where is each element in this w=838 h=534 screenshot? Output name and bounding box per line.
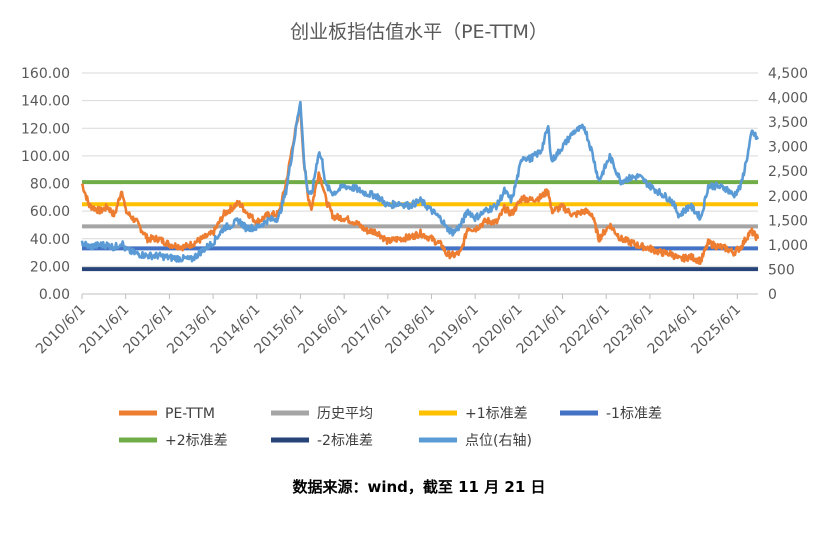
left-y-axis: 0.00 20.00 40.00 60.00 80.00 100.00 120.00 140.… bbox=[21, 66, 70, 303]
series-lines bbox=[80, 100, 760, 265]
left-axis-tick-label: 80.00 bbox=[30, 177, 70, 193]
chart-title: 创业板指估值水平（PE-TTM） bbox=[290, 21, 548, 43]
right-axis-tick-label: 500 bbox=[768, 262, 795, 278]
legend-label: 历史平均 bbox=[317, 406, 373, 422]
legend-label: +1标准差 bbox=[465, 406, 528, 422]
x-axis: 2010/6/12011/6/12012/6/12013/6/12014/6/1… bbox=[33, 293, 758, 357]
series-line-index bbox=[80, 100, 760, 263]
left-axis-tick-label: 60.00 bbox=[30, 204, 70, 220]
left-axis-tick-label: 100.00 bbox=[21, 149, 70, 165]
right-axis-tick-label: 4,000 bbox=[768, 91, 808, 107]
left-axis-tick-label: 0.00 bbox=[39, 287, 70, 303]
legend-label: PE-TTM bbox=[165, 406, 215, 422]
source-note: 数据来源：wind，截至 11 月 21 日 bbox=[292, 478, 545, 496]
left-axis-tick-label: 160.00 bbox=[21, 66, 70, 82]
right-axis-tick-label: 4,500 bbox=[768, 66, 808, 82]
legend-label: +2标准差 bbox=[165, 433, 228, 449]
right-axis-tick-label: 3,500 bbox=[768, 115, 808, 131]
right-axis-tick-label: 3,000 bbox=[768, 140, 808, 156]
left-axis-tick-label: 20.00 bbox=[30, 259, 70, 275]
left-axis-tick-label: 40.00 bbox=[30, 232, 70, 248]
legend-label: -2标准差 bbox=[317, 433, 373, 449]
legend-label: 点位(右轴) bbox=[465, 433, 532, 449]
left-axis-tick-label: 140.00 bbox=[21, 94, 70, 110]
right-axis-tick-label: 0 bbox=[768, 287, 777, 303]
right-y-axis: 0 500 1,000 1,500 2,000 2,500 3,000 3,500 4,000 4… bbox=[768, 66, 808, 303]
legend: PE-TTM 历史平均 +1标准差 -1标准差 +2标准差 -2标准差 点位(右轴) bbox=[119, 406, 662, 449]
series-line-pe-ttm bbox=[80, 103, 760, 265]
right-axis-tick-label: 2,000 bbox=[768, 189, 808, 205]
right-axis-tick-label: 1,500 bbox=[768, 213, 808, 229]
left-axis-tick-label: 120.00 bbox=[21, 121, 70, 137]
right-axis-tick-label: 1,000 bbox=[768, 238, 808, 254]
right-axis-tick-label: 2,500 bbox=[768, 164, 808, 180]
legend-label: -1标准差 bbox=[606, 406, 662, 422]
